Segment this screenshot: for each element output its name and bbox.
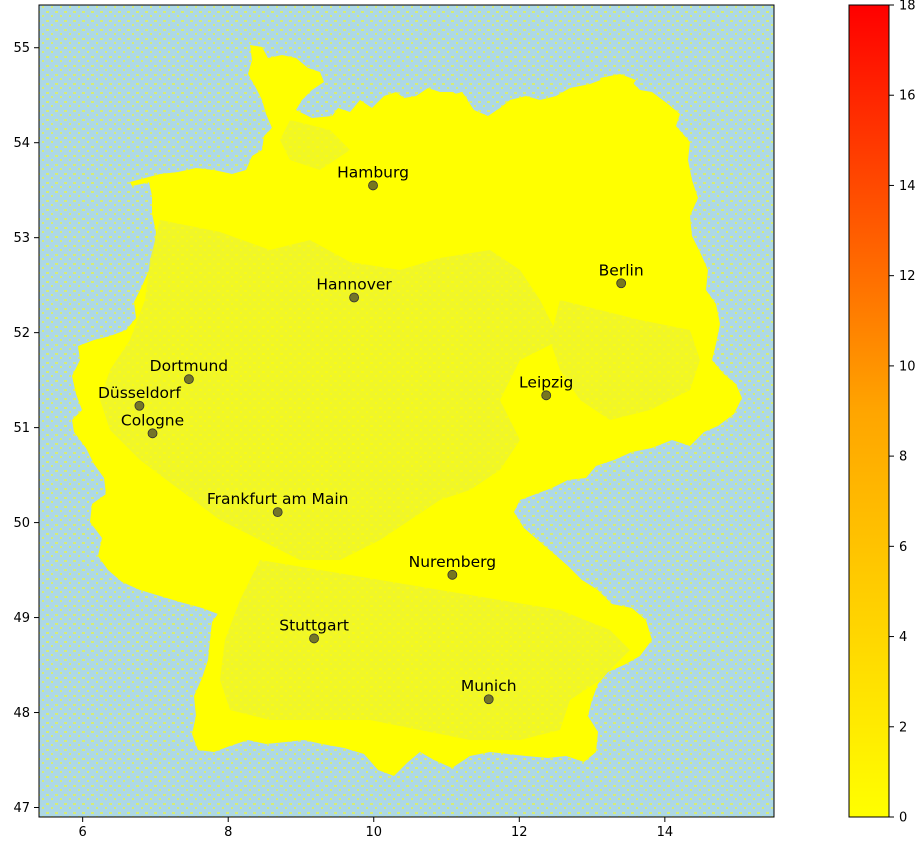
- city-label: Nuremberg: [409, 553, 496, 571]
- island: [130, 170, 200, 186]
- city-label: Dortmund: [150, 357, 228, 375]
- colorbar-tick-label: 6: [899, 540, 907, 555]
- colorbar-tick-label: 14: [899, 179, 916, 194]
- city-label: Berlin: [599, 261, 644, 279]
- city-label: Düsseldorf: [98, 384, 181, 402]
- colorbar-tick-label: 4: [899, 630, 907, 645]
- city-label: Stuttgart: [279, 616, 349, 634]
- island: [600, 74, 636, 92]
- island: [250, 66, 266, 78]
- y-tick-label: 51: [13, 421, 30, 436]
- city-point: [368, 180, 378, 191]
- colorbar-tick-label: 0: [899, 811, 907, 826]
- y-tick-label: 50: [13, 516, 30, 531]
- colorbar-tick-label: 18: [899, 0, 916, 14]
- city-label: Hannover: [316, 276, 392, 294]
- x-tick-label: 8: [224, 825, 232, 840]
- colorbar-tick-label: 16: [899, 89, 916, 104]
- y-tick-label: 53: [13, 231, 30, 246]
- x-tick-label: 14: [657, 825, 674, 840]
- plot-frame: [38, 4, 775, 818]
- colorbar-axis: 0 2 4 6 8 10 12 14 16 18: [889, 0, 916, 826]
- x-tick-label: 10: [365, 825, 382, 840]
- y-tick-label: 55: [13, 41, 30, 56]
- y-tick-label: 49: [13, 611, 30, 626]
- y-tick-label: 47: [13, 801, 30, 816]
- colorbar-tick-label: 8: [899, 450, 907, 465]
- colorbar-tick-label: 12: [899, 269, 916, 284]
- city-point: [483, 694, 494, 705]
- city-point: [541, 390, 552, 401]
- city-point: [616, 278, 627, 289]
- city-point: [147, 428, 158, 439]
- y-tick-label: 52: [13, 326, 30, 341]
- city-layer: Hamburg Berlin Hannover Dortmund Düsseldorf C…: [98, 163, 644, 705]
- colorbar-tick-label: 2: [899, 720, 907, 735]
- city-point: [349, 292, 360, 303]
- y-axis: 47 48 49 50 51 52 53 54 55: [13, 41, 39, 816]
- city-label: Leipzig: [519, 373, 573, 391]
- city-label: Hamburg: [337, 163, 409, 181]
- city-label: Cologne: [121, 411, 184, 429]
- y-tick-label: 54: [13, 136, 30, 151]
- colorbar-tick-label: 10: [899, 359, 916, 374]
- x-tick-label: 6: [79, 825, 87, 840]
- city-point: [184, 374, 194, 385]
- x-tick-label: 12: [511, 825, 528, 840]
- island: [448, 92, 468, 104]
- city-label: Munich: [461, 677, 517, 695]
- map-texture: [39, 5, 774, 817]
- city-label: Frankfurt am Main: [207, 490, 349, 508]
- city-point: [272, 507, 283, 518]
- x-axis: 6 8 10 12 14: [79, 817, 674, 840]
- city-point: [309, 633, 319, 644]
- colorbar: [848, 4, 890, 818]
- city-point: [447, 569, 458, 580]
- y-tick-label: 48: [13, 706, 30, 721]
- city-point: [134, 400, 145, 411]
